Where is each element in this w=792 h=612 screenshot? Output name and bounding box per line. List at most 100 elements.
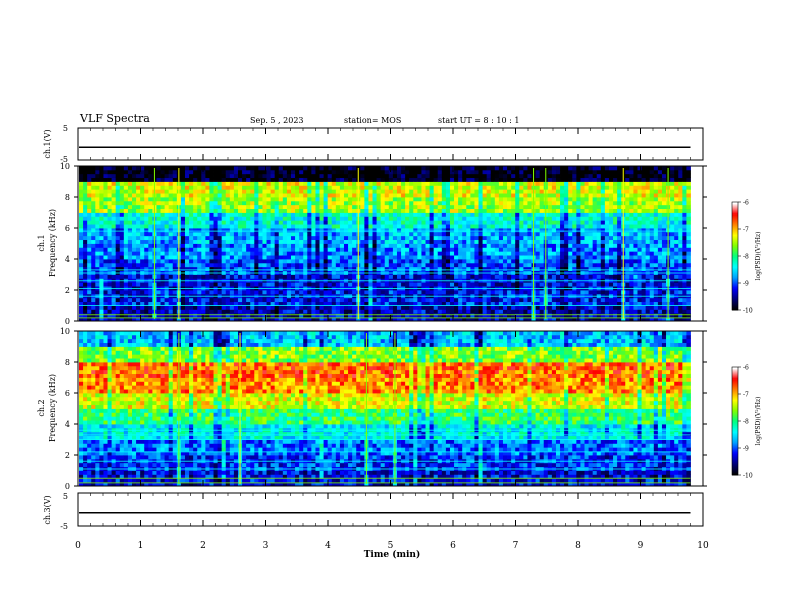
spectrogram-cell: [132, 169, 137, 175]
spectrogram-cell: [136, 181, 141, 186]
spectrogram-cell: [140, 200, 145, 206]
spectrogram-cell: [429, 262, 435, 268]
spectrogram-cell: [164, 169, 170, 175]
spectrogram-cell: [99, 313, 104, 318]
spectrogram-cell: [209, 243, 214, 248]
spectrogram-cell: [319, 255, 324, 260]
spectrogram-cell: [299, 239, 304, 244]
spectrogram-cell: [507, 169, 512, 175]
spectrogram-cell: [396, 212, 402, 217]
spectrogram-cell: [523, 247, 528, 252]
spectrogram-cell: [193, 181, 198, 186]
spectrogram-cell: [482, 177, 488, 182]
spectrogram-cell: [482, 169, 488, 175]
spectrogram-cell: [164, 173, 170, 179]
spectrogram-cell: [396, 297, 402, 303]
spectrogram-cell: [91, 262, 96, 268]
spectrogram-cell: [209, 220, 214, 225]
spectrogram-cell: [119, 197, 125, 202]
spectrogram-cell: [401, 185, 406, 190]
spectrogram-cell: [466, 259, 471, 264]
spectrogram-cell: [490, 247, 496, 252]
spectrogram-cell: [270, 169, 276, 175]
spectrogram-cell: [221, 200, 227, 206]
spectrogram-cell: [103, 255, 108, 260]
spectrogram-cell: [119, 200, 125, 206]
spectrogram-cell: [396, 189, 402, 194]
spectrogram-cell: [136, 193, 141, 198]
spectrogram-cell: [470, 181, 475, 186]
spectrogram-cell: [392, 224, 398, 229]
spectrogram-cell: [502, 193, 508, 198]
spectrogram-cell: [384, 197, 390, 202]
spectrogram-cell: [454, 290, 459, 295]
spectrogram-cell: [184, 224, 190, 229]
spectrogram-cell: [539, 185, 545, 190]
spectrogram-cell: [401, 181, 406, 186]
spectrogram-cell: [560, 255, 565, 260]
spectrogram-cell: [136, 224, 141, 229]
spectrogram-cell: [172, 266, 178, 272]
spectrogram-cell: [437, 297, 443, 303]
spectrogram-cell: [290, 309, 296, 314]
spectrogram-cell: [515, 247, 520, 252]
spectrogram-cell: [250, 185, 255, 190]
spectrogram-cell: [107, 189, 113, 194]
spectrogram-cell: [95, 204, 100, 210]
spectrogram-cell: [466, 208, 471, 213]
spectrogram-cell: [168, 212, 174, 217]
spectrogram-cell: [535, 251, 541, 256]
spectrogram-cell: [209, 177, 214, 182]
spectrogram-cell: [478, 185, 483, 190]
spectrogram-cell: [136, 197, 141, 202]
spectrogram-cell: [323, 220, 329, 225]
spectrogram-cell: [401, 193, 406, 198]
spectrogram-cell: [87, 224, 92, 229]
spectrogram-cell: [454, 266, 459, 272]
spectrogram-cell: [327, 305, 333, 310]
spectrogram-cell: [258, 181, 263, 186]
spectrogram-cell: [454, 169, 459, 175]
spectrogram-cell: [360, 216, 365, 221]
spectrogram-cell: [132, 290, 137, 295]
spectrogram-cell: [413, 224, 418, 229]
spectrogram-cell: [164, 262, 170, 268]
spectrogram-cell: [555, 235, 561, 241]
spectrogram-cell: [250, 189, 255, 194]
spectrogram-cell: [160, 185, 166, 190]
spectrogram-cell: [189, 259, 194, 264]
spectrogram-cell: [535, 282, 541, 287]
spectrogram-cell: [551, 317, 557, 322]
spectrogram-cell: [425, 266, 430, 272]
spectrogram-cell: [421, 301, 426, 306]
spectrogram-cell: [184, 197, 190, 202]
spectrogram-cell: [278, 274, 284, 279]
spectrogram-cell: [189, 251, 194, 256]
spectrogram-cell: [327, 185, 333, 190]
spectrogram-cell: [136, 220, 141, 225]
spectrogram-cell: [213, 290, 219, 295]
spectrogram-cell: [225, 177, 231, 182]
spectrogram-cell: [401, 266, 406, 272]
spectrogram-cell: [331, 274, 337, 279]
spectrogram-cell: [95, 185, 100, 190]
spectrogram-cell: [246, 189, 251, 194]
spectrogram-cell: [144, 255, 149, 260]
spectrogram-cell: [494, 177, 500, 182]
spectrogram-cell: [140, 305, 145, 310]
spectrogram-cell: [437, 169, 443, 175]
spectrogram-cell: [360, 255, 365, 260]
station-label: station= MOS: [344, 116, 402, 125]
spectrogram-cell: [189, 235, 194, 241]
spectrogram-cell: [160, 228, 166, 233]
spectrogram-cell: [405, 197, 410, 202]
spectrogram-cell: [79, 262, 84, 268]
spectrogram-cell: [474, 204, 479, 210]
spectrogram-cell: [115, 204, 121, 210]
spectrogram-cell: [221, 181, 227, 186]
spectrogram-cell: [458, 197, 463, 202]
spectrogram-cell: [246, 274, 251, 279]
spectrogram-cell: [303, 173, 308, 179]
spectrogram-cell: [258, 262, 263, 268]
spectrogram-cell: [91, 317, 96, 322]
